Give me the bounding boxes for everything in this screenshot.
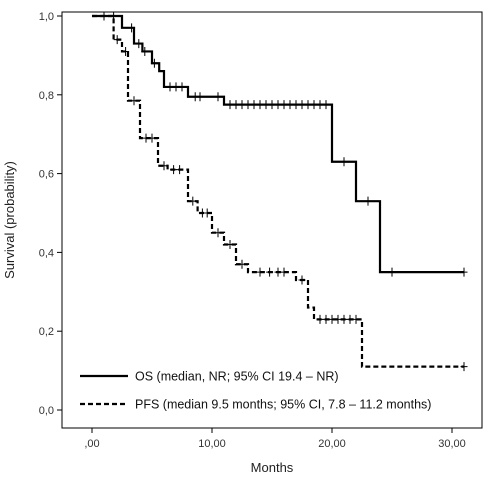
censor-mark	[256, 267, 264, 277]
censor-mark	[274, 267, 282, 277]
censor-mark	[322, 314, 330, 324]
censor-mark	[298, 275, 306, 285]
censor-mark	[135, 39, 143, 49]
y-tick-label: 0,4	[39, 247, 54, 259]
censor-mark	[334, 314, 342, 324]
y-tick-label: 0,2	[39, 326, 54, 338]
censor-mark	[274, 100, 282, 110]
censor-mark	[203, 208, 211, 218]
censor-mark	[256, 100, 264, 110]
censor-mark	[328, 314, 336, 324]
censor-mark	[292, 100, 300, 110]
censor-mark	[346, 314, 354, 324]
x-tick-label: 20,00	[318, 438, 346, 450]
censor-mark	[196, 92, 204, 102]
censor-mark	[238, 259, 246, 269]
censor-mark	[304, 100, 312, 110]
censor-mark	[142, 133, 150, 143]
censor-mark	[250, 100, 258, 110]
censor-mark	[214, 228, 222, 238]
censor-mark	[130, 96, 138, 106]
censor-mark	[352, 314, 360, 324]
censor-mark	[141, 46, 149, 56]
censor-mark	[238, 100, 246, 110]
censor-mark	[298, 100, 306, 110]
x-tick-label: ,00	[84, 438, 99, 450]
censor-mark	[160, 161, 168, 171]
censor-mark	[170, 165, 178, 175]
censor-mark	[172, 82, 180, 92]
x-axis-title: Months	[251, 460, 294, 475]
censor-mark	[268, 100, 276, 110]
censor-mark	[178, 82, 186, 92]
censor-mark	[364, 196, 372, 206]
censor-mark	[226, 100, 234, 110]
legend-label: PFS (median 9.5 months; 95% CI, 7.8 – 11…	[135, 398, 431, 412]
censor-mark	[176, 165, 184, 175]
censor-mark	[232, 100, 240, 110]
x-tick-label: 10,00	[198, 438, 226, 450]
censor-mark	[122, 46, 130, 56]
censor-mark	[262, 100, 270, 110]
censor-mark	[214, 92, 222, 102]
censor-mark	[128, 23, 136, 33]
y-axis-title: Survival (probability)	[2, 161, 17, 279]
legend-label: OS (median, NR; 95% CI 19.4 – NR)	[135, 370, 339, 384]
censor-mark	[316, 314, 324, 324]
plot-frame	[61, 11, 483, 429]
censor-mark	[226, 240, 234, 250]
censor-mark	[113, 35, 121, 45]
censor-mark	[460, 362, 468, 372]
censor-mark	[322, 100, 330, 110]
censor-mark	[460, 267, 468, 277]
censor-mark	[100, 11, 108, 21]
os-curve	[92, 14, 464, 274]
x-tick-label: 30,00	[438, 438, 466, 450]
censor-mark	[340, 314, 348, 324]
censor-mark	[266, 267, 274, 277]
censor-mark	[148, 133, 156, 143]
censor-mark	[244, 100, 252, 110]
censor-mark	[286, 100, 294, 110]
censor-mark	[280, 267, 288, 277]
censor-mark	[280, 100, 288, 110]
censor-mark	[310, 100, 318, 110]
pfs-curve	[92, 14, 464, 368]
y-tick-label: 0,6	[39, 169, 54, 181]
censor-mark	[150, 58, 158, 68]
censor-mark	[340, 157, 348, 167]
censor-mark	[316, 100, 324, 110]
y-tick-label: 0,0	[39, 405, 54, 417]
y-tick-label: 0,8	[39, 90, 54, 102]
censor-mark	[189, 196, 197, 206]
censor-mark	[388, 267, 396, 277]
y-tick-label: 1,0	[39, 11, 54, 23]
censor-mark	[166, 82, 174, 92]
